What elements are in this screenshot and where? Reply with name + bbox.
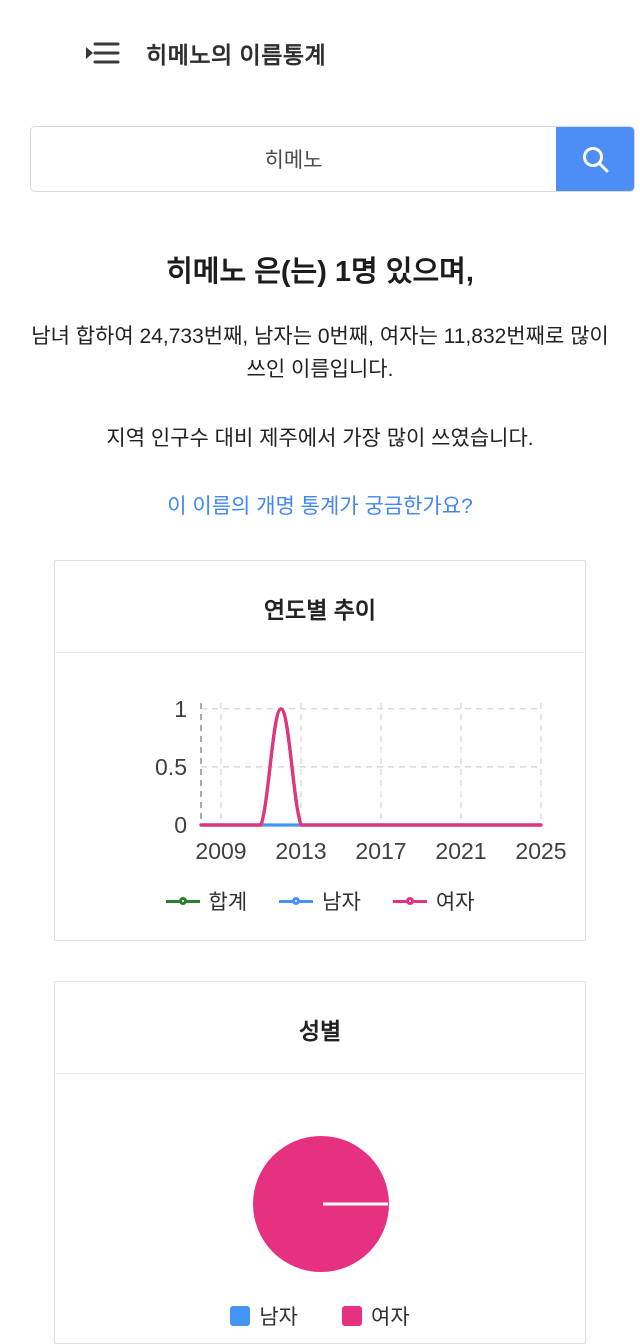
page-title: 히메노의 이름통계 bbox=[146, 42, 327, 68]
gender-pie-chart bbox=[253, 1136, 389, 1273]
category-label: 여자 bbox=[371, 1306, 410, 1330]
menu-icon bbox=[86, 42, 120, 64]
trend-card: 연도별 추이 0 0.5 1 2009 2013 2017 2021 2025 합계 남자 여자 bbox=[54, 560, 586, 942]
series-marker-icon bbox=[392, 897, 427, 906]
series-marker-icon bbox=[279, 897, 314, 906]
gender-legend-item[interactable]: 남자 bbox=[230, 1301, 298, 1331]
trend-card-title: 연도별 추이 bbox=[55, 561, 585, 654]
trend-line-chart: 0 0.5 1 2009 2013 2017 2021 2025 bbox=[155, 696, 567, 864]
svg-text:2025: 2025 bbox=[515, 838, 566, 864]
svg-text:0.5: 0.5 bbox=[155, 754, 187, 780]
svg-text:2017: 2017 bbox=[355, 838, 406, 864]
svg-text:0: 0 bbox=[174, 812, 187, 838]
category-label: 남자 bbox=[259, 1306, 298, 1330]
svg-text:2013: 2013 bbox=[275, 838, 326, 864]
trend-chart-container: 0 0.5 1 2009 2013 2017 2021 2025 합계 남자 여자 bbox=[55, 653, 585, 940]
series-label: 여자 bbox=[435, 891, 475, 915]
search-button[interactable] bbox=[556, 127, 634, 191]
trend-legend: 합계 남자 여자 bbox=[55, 886, 585, 916]
trend-legend-item[interactable]: 남자 bbox=[279, 886, 361, 916]
app-header: 히메노의 이름통계 bbox=[0, 0, 640, 70]
search-bar bbox=[30, 126, 635, 192]
svg-text:2021: 2021 bbox=[435, 838, 486, 864]
svg-text:2009: 2009 bbox=[195, 838, 246, 864]
trend-legend-item[interactable]: 합계 bbox=[165, 886, 248, 916]
category-marker-icon bbox=[342, 1306, 362, 1327]
category-marker-icon bbox=[230, 1306, 251, 1327]
svg-text:1: 1 bbox=[174, 696, 187, 722]
trend-legend-item[interactable]: 여자 bbox=[392, 886, 475, 916]
series-label: 합계 bbox=[208, 891, 248, 915]
series-marker-icon bbox=[165, 897, 200, 906]
gender-legend-item[interactable]: 여자 bbox=[342, 1301, 410, 1331]
rename-stats-link[interactable]: 이 이름의 개명 통계가 궁금한가요? bbox=[167, 495, 473, 519]
search-icon bbox=[583, 147, 609, 173]
menu-button[interactable] bbox=[84, 39, 120, 67]
summary-region: 지역 인구수 대비 제주에서 가장 많이 쓰였습니다. bbox=[106, 427, 534, 451]
gender-chart-container: 남자 여자 bbox=[55, 1074, 585, 1343]
search-input[interactable] bbox=[31, 127, 556, 191]
series-label: 남자 bbox=[322, 891, 361, 915]
gender-card-title: 성별 bbox=[55, 982, 585, 1075]
gender-legend: 남자 여자 bbox=[55, 1301, 585, 1331]
gender-card: 성별 남자 여자 bbox=[54, 981, 586, 1344]
summary-headline: 히메노 은(는) 1명 있으며, bbox=[166, 256, 474, 288]
summary-detail: 남녀 합하여 24,733번째, 남자는 0번째, 여자는 11,832번째로 … bbox=[31, 325, 609, 382]
